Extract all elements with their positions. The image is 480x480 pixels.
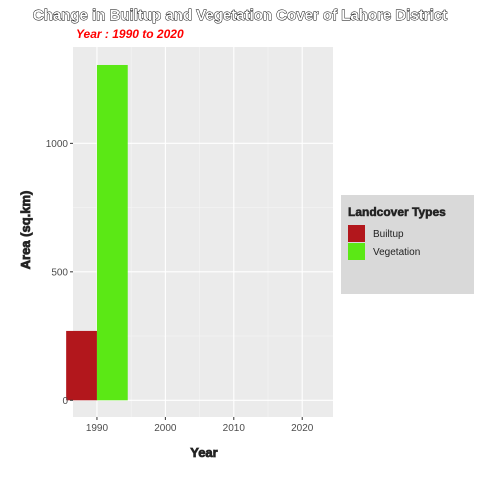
x-axis-title: Year — [190, 445, 217, 460]
x-tick-label: 1990 — [86, 423, 109, 434]
y-tick-label: 500 — [51, 267, 68, 278]
legend-label-builtup: Builtup — [373, 229, 404, 240]
x-tick-label: 2020 — [291, 423, 314, 434]
legend-swatch-vegetation — [348, 243, 365, 260]
legend: Landcover Types Builtup Vegetation — [341, 195, 474, 294]
bar-builtup — [66, 330, 97, 401]
x-tick-label: 2010 — [223, 423, 246, 434]
bars-group — [66, 64, 128, 401]
x-axis: 1990 2000 2010 2020 — [86, 417, 314, 434]
legend-items: Builtup Vegetation — [348, 225, 420, 260]
y-tick-label: 1000 — [46, 139, 69, 150]
x-tick-label: 2000 — [154, 423, 177, 434]
chart-subtitle: Year : 1990 to 2020 — [76, 27, 184, 41]
legend-swatch-builtup — [348, 225, 365, 242]
chart-title: Change in Builtup and Vegetation Cover o… — [33, 7, 447, 24]
legend-title: Landcover Types — [348, 205, 446, 219]
bar-vegetation — [96, 64, 128, 401]
y-tick-label: 0 — [62, 396, 68, 407]
y-axis: 0 500 1000 — [46, 139, 73, 407]
y-axis-title: Area (sq.km) — [18, 191, 33, 270]
legend-label-vegetation: Vegetation — [373, 247, 420, 258]
